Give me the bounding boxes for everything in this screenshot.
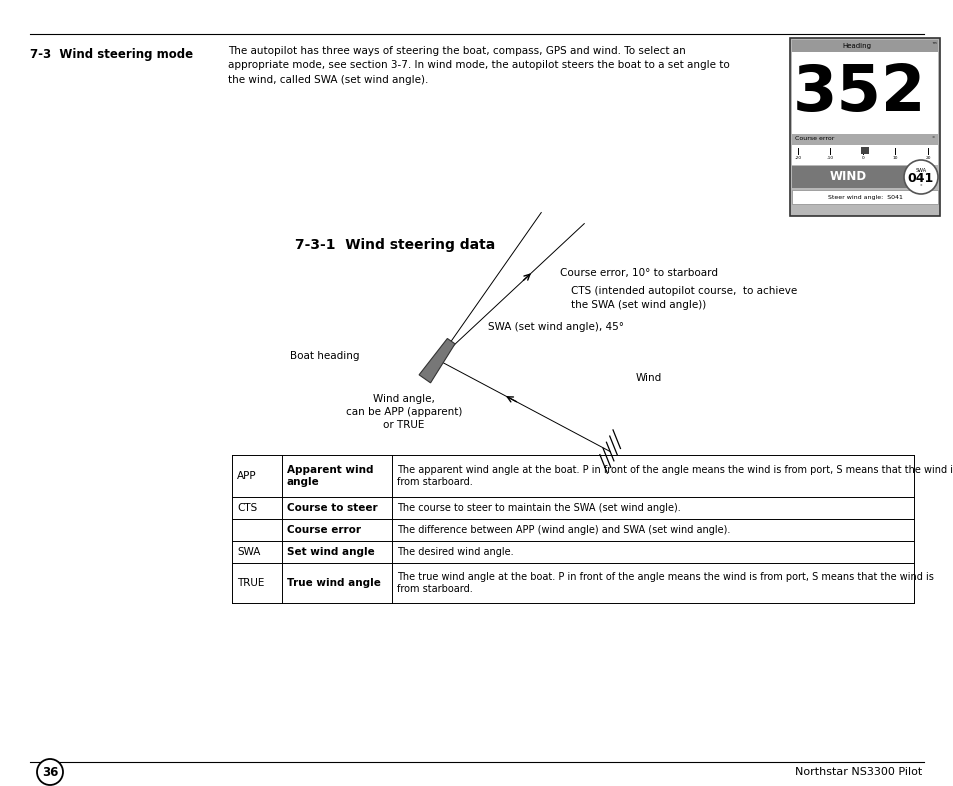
Text: Boat heading: Boat heading	[291, 351, 359, 361]
Text: The desired wind angle.: The desired wind angle.	[396, 547, 513, 557]
Text: 10: 10	[892, 156, 898, 160]
Polygon shape	[418, 339, 455, 383]
Text: 0: 0	[861, 156, 863, 160]
Bar	[791, 52, 937, 134]
Text: SWA (set wind angle), 45°: SWA (set wind angle), 45°	[488, 322, 623, 332]
Text: CTS (intended autopilot course,  to achieve: CTS (intended autopilot course, to achie…	[571, 286, 797, 296]
Text: Apparent wind
angle: Apparent wind angle	[287, 465, 374, 487]
Text: 7-3  Wind steering mode: 7-3 Wind steering mode	[30, 48, 193, 61]
Text: Set wind angle: Set wind angle	[287, 547, 375, 557]
Text: Wind: Wind	[636, 373, 661, 383]
Text: SWA: SWA	[236, 547, 260, 557]
Text: -20: -20	[794, 156, 801, 160]
Bar	[789, 38, 939, 216]
Text: 7-3-1  Wind steering data: 7-3-1 Wind steering data	[294, 238, 495, 252]
Bar	[791, 166, 906, 188]
Text: APP: APP	[236, 471, 256, 481]
Text: Heading: Heading	[841, 43, 871, 49]
Text: Course error, 10° to starboard: Course error, 10° to starboard	[559, 268, 718, 278]
Text: The autopilot has three ways of steering the boat, compass, GPS and wind. To sel: The autopilot has three ways of steering…	[228, 46, 729, 85]
Text: -10: -10	[826, 156, 833, 160]
Bar	[861, 147, 868, 154]
Bar	[791, 190, 937, 204]
Text: Wind angle,: Wind angle,	[373, 394, 435, 404]
Bar	[791, 145, 937, 165]
Text: CTS: CTS	[236, 503, 257, 513]
Text: or TRUE: or TRUE	[383, 420, 424, 430]
Text: 36: 36	[42, 766, 58, 778]
Text: The difference between APP (wind angle) and SWA (set wind angle).: The difference between APP (wind angle) …	[396, 525, 730, 535]
Text: the SWA (set wind angle)): the SWA (set wind angle))	[571, 300, 705, 310]
Text: The apparent wind angle at the boat. P in front of the angle means the wind is f: The apparent wind angle at the boat. P i…	[396, 465, 953, 487]
Text: SWA: SWA	[915, 168, 925, 174]
Text: Course error: Course error	[287, 525, 360, 535]
Text: True wind angle: True wind angle	[287, 578, 380, 588]
Text: °: °	[919, 185, 922, 189]
Text: Steer wind angle:  S041: Steer wind angle: S041	[826, 194, 902, 200]
Text: ™: ™	[930, 42, 936, 47]
Circle shape	[37, 759, 63, 785]
Text: 20: 20	[924, 156, 930, 160]
Text: Course to steer: Course to steer	[287, 503, 377, 513]
Text: The course to steer to maintain the SWA (set wind angle).: The course to steer to maintain the SWA …	[396, 503, 680, 513]
Text: WIND: WIND	[829, 171, 866, 183]
Text: TRUE: TRUE	[236, 578, 264, 588]
Text: °: °	[931, 137, 934, 141]
Bar	[791, 134, 937, 145]
Text: Course error: Course error	[794, 137, 834, 141]
Text: 352: 352	[792, 62, 924, 124]
Text: can be APP (apparent): can be APP (apparent)	[345, 407, 461, 417]
Circle shape	[903, 160, 937, 194]
Text: The true wind angle at the boat. P in front of the angle means the wind is from : The true wind angle at the boat. P in fr…	[396, 571, 933, 594]
Text: Northstar NS3300 Pilot: Northstar NS3300 Pilot	[794, 767, 921, 777]
Bar	[791, 40, 937, 52]
Text: 041: 041	[907, 172, 933, 185]
